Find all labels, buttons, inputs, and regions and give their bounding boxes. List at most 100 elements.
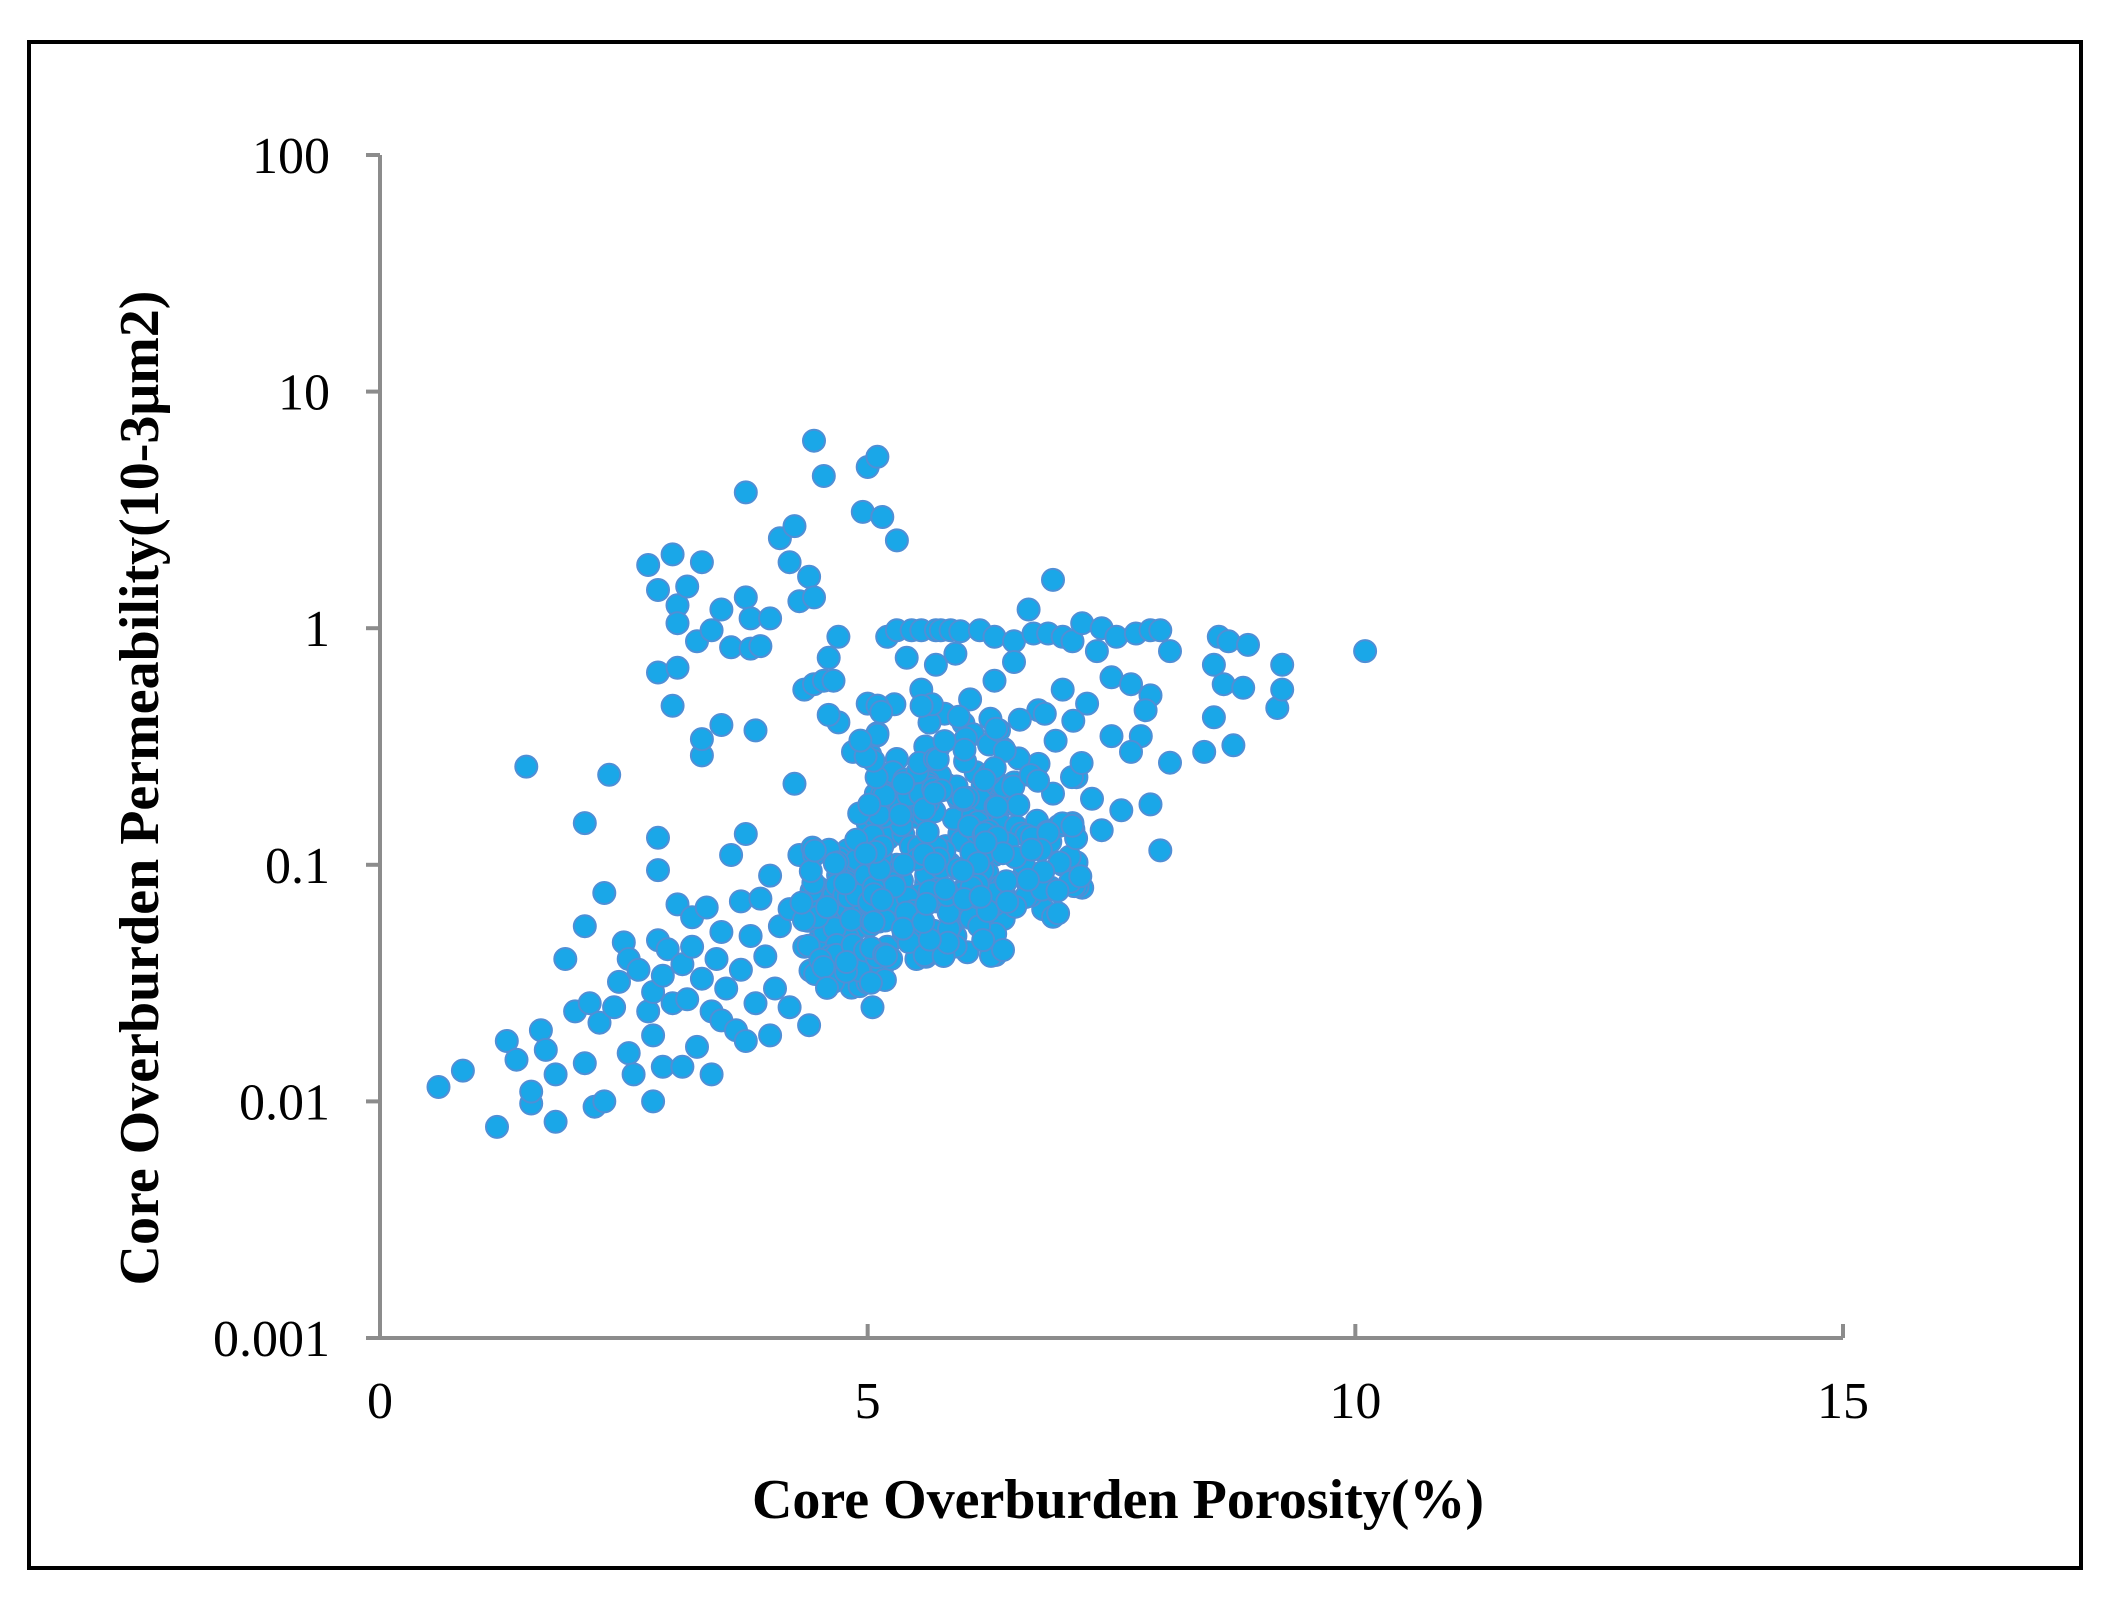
- data-point: [689, 966, 714, 991]
- y-tick-label: 0.01: [239, 1074, 330, 1131]
- data-point: [1089, 818, 1114, 843]
- data-point: [950, 858, 975, 883]
- data-point: [519, 1079, 544, 1104]
- data-point: [789, 890, 814, 915]
- data-point: [777, 550, 802, 575]
- data-point: [951, 786, 976, 811]
- data-point: [982, 624, 1007, 649]
- data-point: [675, 574, 700, 599]
- data-point: [1041, 567, 1065, 592]
- data-point: [861, 910, 886, 935]
- data-point: [646, 660, 670, 685]
- data-point: [514, 754, 539, 779]
- y-tick-label: 100: [252, 128, 330, 185]
- data-point: [763, 976, 787, 1001]
- data-point: [797, 1013, 822, 1038]
- data-point: [1026, 768, 1050, 793]
- data-point: [743, 991, 768, 1016]
- data-point: [689, 550, 714, 575]
- data-point: [1060, 629, 1085, 654]
- data-point: [1236, 632, 1260, 657]
- data-point: [621, 1062, 646, 1087]
- data-point: [728, 957, 753, 982]
- data-point: [714, 976, 739, 1001]
- data-point: [1148, 838, 1173, 863]
- data-point: [946, 704, 971, 729]
- data-point: [646, 858, 670, 883]
- axes: [378, 155, 1843, 1340]
- data-point: [802, 428, 826, 453]
- data-point: [1104, 624, 1129, 649]
- data-point: [822, 851, 847, 876]
- data-point: [646, 825, 670, 850]
- data-point: [655, 937, 680, 962]
- data-point: [973, 830, 998, 855]
- data-point: [797, 564, 822, 589]
- x-tick-label: 15: [1817, 1373, 1869, 1430]
- data-point: [1046, 901, 1071, 926]
- data-point: [984, 716, 1009, 741]
- data-point: [572, 1051, 597, 1076]
- data-point: [1270, 677, 1295, 702]
- data-point: [1043, 728, 1068, 753]
- data-point: [891, 852, 916, 877]
- data-point: [839, 907, 864, 932]
- data-point: [1075, 691, 1100, 716]
- x-axis-title: Core Overburden Porosity(%): [752, 1469, 1484, 1531]
- data-point: [815, 975, 839, 1000]
- data-point: [1133, 698, 1158, 723]
- data-point: [699, 618, 724, 643]
- data-point: [860, 995, 885, 1020]
- data-point: [577, 991, 602, 1016]
- data-point: [1192, 739, 1217, 764]
- data-point: [533, 1037, 558, 1062]
- data-point: [968, 884, 993, 909]
- data-point: [990, 841, 1015, 866]
- data-point: [857, 792, 882, 817]
- data-point: [952, 737, 977, 762]
- tick-labels: 0.001 0.01 0.1 1 10 100 0 5 10 15: [213, 128, 1869, 1430]
- data-point: [834, 950, 859, 974]
- data-point: [853, 841, 878, 866]
- data-point: [758, 606, 783, 631]
- data-point: [890, 916, 915, 941]
- x-tick-label: 5: [855, 1373, 881, 1430]
- data-point: [815, 895, 840, 920]
- data-point: [504, 1047, 529, 1072]
- data-point: [888, 802, 913, 827]
- data-point: [1069, 751, 1094, 775]
- data-point: [1148, 618, 1173, 643]
- data-point: [933, 876, 958, 901]
- data-point: [991, 938, 1015, 962]
- data-point: [572, 914, 597, 939]
- data-point: [1002, 650, 1026, 674]
- data-point: [592, 881, 617, 905]
- data-point: [665, 611, 690, 636]
- data-point: [802, 838, 827, 863]
- data-point: [971, 928, 996, 953]
- data-point: [865, 444, 890, 469]
- figure-frame: [27, 40, 2083, 1570]
- data-point: [641, 1089, 666, 1114]
- x-tick-label: 0: [367, 1373, 393, 1430]
- data-point: [1080, 786, 1104, 811]
- data-point: [1050, 677, 1075, 702]
- data-point: [528, 1018, 553, 1043]
- data-point: [694, 895, 719, 920]
- data-point: [1119, 672, 1143, 697]
- data-point: [660, 693, 685, 718]
- data-point: [850, 499, 875, 524]
- data-point: [1061, 708, 1086, 733]
- data-point: [733, 480, 758, 505]
- data-point: [543, 1109, 568, 1134]
- data-point: [922, 851, 947, 876]
- y-axis-title: Core Overburden Permeability(10-3μm2): [109, 291, 171, 1286]
- data-point: [1007, 707, 1032, 732]
- data-point: [636, 553, 661, 577]
- data-point: [733, 585, 758, 610]
- data-point: [689, 727, 714, 752]
- data-point: [816, 645, 841, 670]
- data-point: [738, 924, 763, 948]
- data-point: [709, 713, 734, 737]
- y-tick-label: 0.1: [265, 838, 330, 895]
